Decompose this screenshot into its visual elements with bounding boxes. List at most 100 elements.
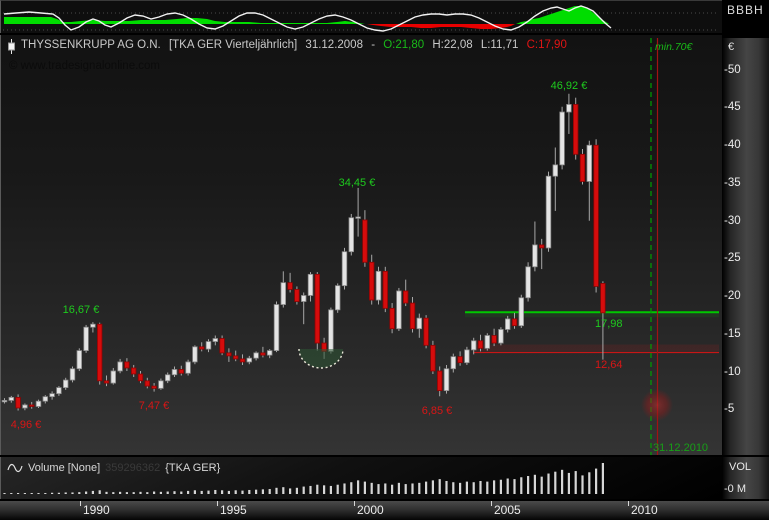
candle-body[interactable]: [423, 317, 429, 346]
candle-body[interactable]: [491, 335, 497, 344]
candle-body[interactable]: [300, 295, 307, 302]
candle-body[interactable]: [566, 104, 572, 113]
candle-body[interactable]: [212, 338, 218, 342]
candle-body[interactable]: [532, 244, 538, 268]
candle-body[interactable]: [192, 346, 198, 363]
candle-body[interactable]: [232, 355, 239, 360]
candle-body[interactable]: [586, 144, 592, 182]
candle-body[interactable]: [334, 285, 341, 311]
candle-body[interactable]: [477, 340, 484, 349]
candle-body[interactable]: [246, 357, 252, 363]
candle-body[interactable]: [144, 380, 150, 387]
candle-body[interactable]: [579, 153, 586, 182]
blob-annotation[interactable]: [641, 389, 673, 421]
candle-body[interactable]: [35, 400, 42, 407]
candle-body[interactable]: [593, 144, 599, 287]
candle-body[interactable]: [117, 361, 123, 372]
candle-body[interactable]: [294, 289, 300, 302]
candle-body[interactable]: [457, 356, 463, 364]
time-axis[interactable]: 1990 1995 2000 2005 2010: [0, 501, 769, 520]
candle-body[interactable]: [525, 266, 531, 299]
candle-body[interactable]: [498, 329, 504, 344]
candle-body[interactable]: [552, 164, 558, 177]
volume-bar: [418, 482, 421, 494]
candle-body[interactable]: [260, 352, 266, 356]
candle-body[interactable]: [287, 282, 293, 290]
candle-body[interactable]: [239, 358, 246, 363]
candle-body[interactable]: [63, 379, 69, 388]
price-chart[interactable]: © www.tradesignalonline.com 46,92 € 34,45 …: [1, 35, 722, 455]
candle-body[interactable]: [307, 273, 314, 296]
candle-body[interactable]: [205, 341, 212, 350]
candle-body[interactable]: [15, 397, 21, 409]
candle-body[interactable]: [430, 344, 436, 372]
candle-body[interactable]: [171, 369, 178, 376]
candle-body[interactable]: [83, 326, 89, 352]
candle-body[interactable]: [470, 340, 477, 351]
candle-body[interactable]: [545, 175, 552, 249]
price-axis[interactable]: € -50 -45 -40 -35 -30 -25 -20 -15 -10 -5: [722, 38, 769, 455]
candle-body[interactable]: [375, 270, 382, 301]
volume-axis[interactable]: VOL -0 M: [722, 457, 769, 499]
volume-panel[interactable]: Volume [None] 359296362 {TKA GER}: [0, 457, 722, 499]
price-chart-panel[interactable]: © www.tradesignalonline.com 46,92 € 34,45 …: [0, 35, 722, 455]
indicator-panel[interactable]: [0, 0, 722, 33]
candle-body[interactable]: [409, 302, 416, 330]
indicator-plot[interactable]: [1, 1, 721, 32]
candle-body[interactable]: [124, 361, 130, 369]
candle-body[interactable]: [328, 309, 334, 352]
candle-body[interactable]: [518, 297, 524, 327]
candle-body[interactable]: [8, 397, 14, 401]
candle-body[interactable]: [382, 270, 388, 309]
candle-body[interactable]: [511, 318, 518, 327]
candle-body[interactable]: [504, 318, 511, 330]
candle-body[interactable]: [280, 282, 286, 305]
candle-body[interactable]: [76, 350, 82, 370]
candle-body[interactable]: [151, 385, 157, 389]
candle-body[interactable]: [97, 323, 103, 382]
volume-plot[interactable]: [1, 457, 722, 499]
candle-body[interactable]: [266, 350, 273, 356]
candle-body[interactable]: [450, 356, 456, 370]
candle-body[interactable]: [362, 219, 368, 263]
candle-body[interactable]: [600, 283, 606, 314]
candle-body[interactable]: [130, 367, 137, 375]
candle-body[interactable]: [56, 387, 62, 395]
candle-body[interactable]: [484, 335, 490, 349]
candle-body[interactable]: [90, 323, 96, 328]
candle-body[interactable]: [69, 368, 76, 381]
candle-body[interactable]: [28, 404, 35, 407]
candle-body[interactable]: [137, 373, 144, 382]
candle-body[interactable]: [1, 400, 8, 403]
arc-annotation[interactable]: [298, 348, 344, 369]
candle-body[interactable]: [103, 380, 110, 384]
candle-body[interactable]: [314, 273, 320, 344]
candle-body[interactable]: [443, 368, 450, 392]
candle-body[interactable]: [389, 307, 395, 330]
candle-body[interactable]: [22, 404, 28, 409]
candle-body[interactable]: [368, 261, 375, 301]
candle-body[interactable]: [464, 349, 470, 364]
candle-body[interactable]: [273, 304, 280, 352]
candle-body[interactable]: [226, 352, 232, 357]
candle-body[interactable]: [219, 338, 225, 354]
candle-body[interactable]: [178, 369, 184, 374]
candle-body[interactable]: [416, 317, 422, 330]
candle-body[interactable]: [253, 352, 259, 359]
candle-body[interactable]: [355, 216, 361, 219]
candle-body[interactable]: [158, 380, 164, 389]
candle-body[interactable]: [396, 290, 402, 330]
candle-body[interactable]: [198, 346, 205, 350]
candle-body[interactable]: [42, 396, 48, 402]
candle-body[interactable]: [110, 370, 116, 384]
candle-body[interactable]: [348, 217, 354, 253]
candle-body[interactable]: [559, 111, 565, 166]
candle-body[interactable]: [436, 370, 443, 392]
candle-body[interactable]: [164, 374, 171, 382]
candle-body[interactable]: [539, 244, 545, 249]
candle-body[interactable]: [402, 290, 409, 304]
candle-body[interactable]: [49, 393, 55, 398]
candle-body[interactable]: [573, 104, 579, 155]
candle-body[interactable]: [341, 251, 348, 287]
candle-body[interactable]: [185, 361, 191, 374]
